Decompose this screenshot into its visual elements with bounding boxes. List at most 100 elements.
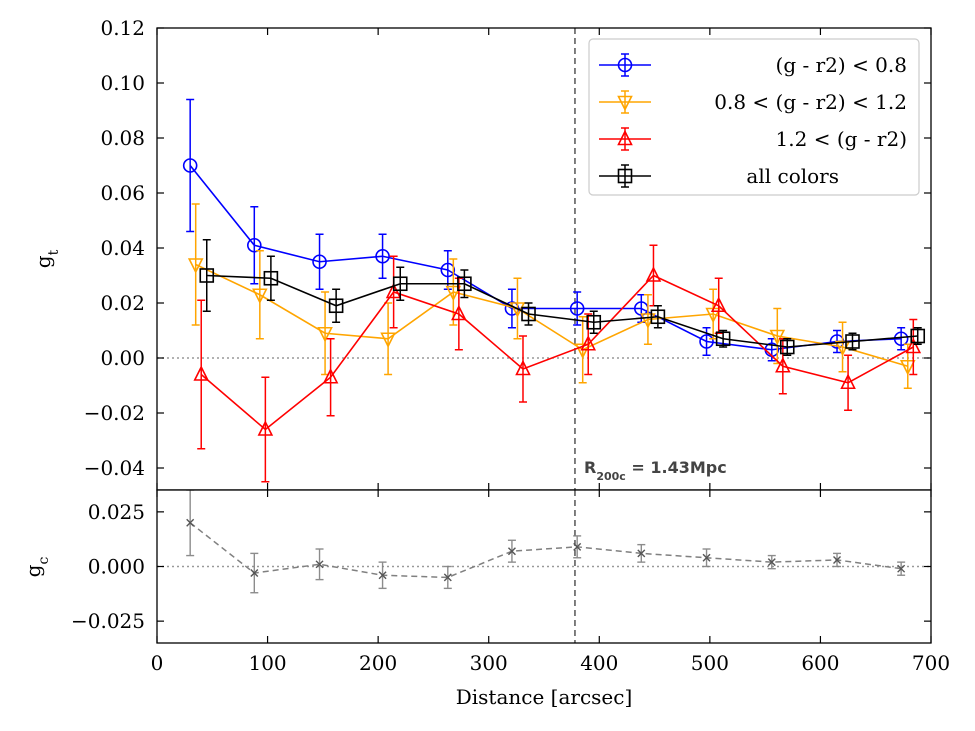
point-3-7 (650, 309, 666, 325)
legend-marker-2 (617, 129, 633, 146)
errorbar-2-5 (518, 335, 527, 403)
point-1-11 (899, 359, 916, 376)
errorbar-0-1 (250, 206, 259, 285)
point-3-4 (457, 276, 472, 292)
gc-point-4 (443, 573, 452, 582)
legend-label-2: 1.2 < (g - r2) (776, 127, 907, 151)
errorbar-1-10 (838, 321, 847, 373)
legend-errbar-0 (621, 53, 629, 77)
errorbar-3-10 (848, 332, 857, 351)
legend-label-0: (g - r2) < 0.8 (776, 53, 907, 77)
point-2-2 (322, 367, 339, 384)
errorbar-2-10 (844, 354, 853, 411)
point-3-10 (845, 334, 860, 349)
legend-marker-3 (617, 168, 633, 184)
point-1-3 (380, 332, 396, 349)
point-0-2 (312, 254, 327, 270)
errorbar-1-4 (449, 258, 458, 326)
point-2-8 (710, 296, 727, 313)
point-3-9 (779, 339, 795, 355)
ytick-label-top-2: 0.00 (100, 346, 145, 370)
xtick-label-1: 100 (248, 651, 286, 675)
errorbar-3-3 (396, 266, 405, 301)
series-line-2 (200, 274, 914, 431)
errorbar-2-3 (389, 255, 398, 329)
errorbar-3-1 (266, 255, 275, 301)
point-3-2 (328, 298, 344, 314)
series-line-1 (195, 263, 909, 368)
point-2-5 (515, 359, 531, 376)
ytick-label-top-5: 0.06 (100, 181, 145, 205)
point-2-1 (257, 420, 274, 436)
gc-series-0 (186, 490, 906, 594)
top-y-axis-label: gt (31, 249, 62, 268)
point-3-0 (199, 268, 215, 283)
point-1-2 (317, 326, 333, 343)
ytick-label-top-3: 0.02 (100, 291, 145, 315)
point-2-9 (775, 356, 791, 373)
errorbar-0-2 (315, 233, 324, 290)
ytick-label-top-1: −0.02 (84, 401, 145, 425)
bottom-y-axis-label: gc (21, 557, 52, 578)
ytick-label-top-4: 0.04 (100, 236, 145, 260)
legend-box (588, 38, 920, 196)
legend-entry-3: all colors (599, 164, 839, 188)
legend-label-3: all colors (746, 164, 839, 188)
errorbar-3-0 (202, 239, 211, 312)
top-panel: −0.04 −0.02 0.00 0.02 0.04 0.06 0.08 0.10 0.12 R… (31, 16, 932, 491)
errorbar-3-4 (460, 269, 469, 299)
gc-point-0 (186, 518, 195, 527)
gc-point-8 (702, 553, 711, 562)
errorbar-0-5 (507, 288, 516, 329)
point-2-10 (840, 373, 856, 390)
point-0-11 (893, 331, 909, 347)
errorbar-0-3 (378, 233, 387, 279)
point-3-3 (392, 276, 408, 292)
point-1-0 (187, 258, 204, 274)
legend-label-1: 0.8 < (g - r2) < 1.2 (714, 90, 907, 114)
xtick-label-0: 0 (151, 651, 164, 675)
x-axis-label: Distance [arcsec] (456, 685, 633, 709)
gc-point-7 (637, 549, 646, 558)
point-2-11 (905, 337, 922, 354)
point-1-9 (769, 329, 786, 346)
point-3-11 (910, 328, 926, 344)
ytick-label-top-6: 0.08 (100, 126, 145, 150)
legend-entry-1: 0.8 < (g - r2) < 1.2 (599, 90, 907, 114)
point-2-7 (645, 266, 662, 282)
errorbar-1-7 (643, 294, 652, 345)
xtick-label-7: 700 (912, 651, 950, 675)
point-0-1 (247, 237, 262, 253)
point-1-4 (445, 285, 462, 302)
errorbar-3-7 (653, 305, 662, 329)
legend-errbar-3 (621, 164, 629, 188)
gc-point-1 (250, 569, 259, 578)
point-0-4 (440, 262, 456, 278)
point-3-5 (521, 306, 536, 322)
legend-marker-1 (617, 95, 633, 112)
gc-point-5 (507, 547, 516, 556)
ytick-label-top-0: −0.04 (84, 456, 145, 480)
gc-point-2 (315, 560, 324, 569)
xtick-label-6: 600 (801, 651, 839, 675)
xtick-label-4: 400 (580, 651, 618, 675)
errorbar-3-5 (524, 302, 533, 326)
gc-point-11 (897, 564, 906, 573)
ytick-label-top-7: 0.10 (100, 71, 145, 95)
errorbar-1-0 (191, 203, 200, 326)
point-2-6 (580, 334, 597, 351)
xtick-label-3: 300 (470, 651, 508, 675)
ytick-label-bottom-2: 0.025 (88, 500, 145, 524)
series-3 (199, 239, 926, 356)
errorbar-3-2 (332, 288, 341, 323)
legend-marker-0 (617, 57, 633, 73)
point-2-4 (451, 304, 467, 321)
errorbar-3-9 (783, 338, 792, 356)
errorbar-2-1 (261, 376, 270, 483)
legend: (g - r2) < 0.8 0.8 < (g - r2) < 1.2 1.2 < … (588, 38, 920, 196)
point-0-8 (699, 334, 714, 349)
ytick-label-top-8: 0.12 (100, 16, 145, 40)
gc-point-9 (767, 558, 776, 567)
